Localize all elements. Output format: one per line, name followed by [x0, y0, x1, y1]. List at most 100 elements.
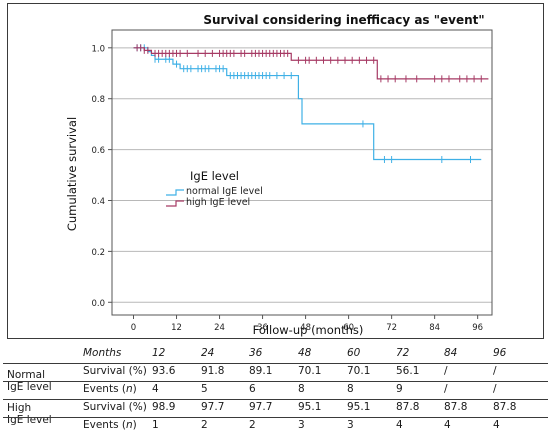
x-tick-label: 12 [171, 323, 182, 333]
table-cell: 4 [444, 419, 451, 431]
series-lines [133, 44, 489, 164]
grid-lines [112, 47, 492, 303]
table-cell: 2 [249, 419, 256, 431]
legend-item-high: high IgE level [166, 197, 250, 208]
table-cell: 95.1 [298, 401, 322, 413]
table-cell: 87.8 [444, 401, 468, 413]
table-cell: 6 [249, 383, 256, 395]
row-label: Survival (%) [83, 401, 147, 413]
row-label-text: ) [132, 383, 137, 395]
table-cell: 70.1 [298, 365, 322, 377]
chart-title: Survival considering inefficacy as "even… [203, 13, 484, 27]
x-tick-label: 36 [257, 323, 268, 333]
row-label-text: Events ( [83, 419, 126, 431]
legend: IgE level normal IgE level high IgE leve… [166, 169, 263, 208]
table-cell: 4 [152, 383, 159, 395]
survival-chart: 0.0 0.2 0.4 0.6 0.8 1.0 0 12 24 36 48 60 72 84 96 Surv… [65, 13, 493, 337]
table-cell: 2 [201, 419, 208, 431]
table-cell: 3 [347, 419, 354, 431]
table-cell: 8 [298, 383, 305, 395]
group-label-normal: Normal IgE level [7, 369, 52, 393]
table-row-high-events: Events (n) 1 2 2 3 3 4 4 4 [3, 419, 548, 436]
group-label-line: High [7, 402, 32, 414]
series-line-high [133, 47, 489, 80]
plot-area-border [111, 29, 493, 316]
legend-swatch-normal [166, 189, 184, 196]
table-rule [3, 399, 548, 400]
y-tick-label: 0.6 [91, 146, 105, 156]
y-tick-label: 0.8 [91, 95, 105, 105]
group-label-line: IgE level [7, 381, 52, 393]
x-axis-label: Follow-up (months) [253, 323, 364, 337]
table-cell: 70.1 [347, 365, 371, 377]
y-tick-label: 1.0 [91, 44, 105, 54]
table-cell: 4 [396, 419, 403, 431]
table-cell: 95.1 [347, 401, 371, 413]
x-tick-label: 72 [386, 323, 397, 333]
x-tick-label: 84 [429, 323, 440, 333]
row-label-italic: n [125, 383, 133, 395]
table-cell: / [444, 383, 448, 395]
legend-item-normal: normal IgE level [166, 186, 263, 197]
month-header: 60 [347, 347, 361, 359]
table-cell: 97.7 [249, 401, 273, 413]
table-cell: 1 [152, 419, 159, 431]
legend-title: IgE level [190, 169, 239, 183]
table-cell: 9 [396, 383, 403, 395]
group-label-line: Normal [7, 369, 45, 381]
table-rule [3, 363, 548, 364]
row-label: Events (n) [83, 383, 137, 395]
table-row-high-survival: Survival (%) 98.9 97.7 97.7 95.1 95.1 87… [3, 401, 548, 418]
table-row-normal-survival: Survival (%) 93.6 91.8 89.1 70.1 70.1 56… [3, 365, 548, 382]
row-label-text: Events ( [83, 383, 126, 395]
month-header: 96 [493, 347, 507, 359]
row-label-italic: n [125, 419, 133, 431]
table-cell: 93.6 [152, 365, 176, 377]
row-label: Survival (%) [83, 365, 147, 377]
risk-table-header-row: Months 12 24 36 48 60 72 84 96 [3, 347, 548, 364]
table-cell: 8 [347, 383, 354, 395]
table-rule [3, 417, 548, 418]
series-line-normal [133, 47, 482, 161]
table-cell: / [493, 365, 497, 377]
legend-swatch-high [166, 200, 184, 207]
y-tick-label: 0.2 [91, 248, 105, 258]
x-tick-label: 96 [472, 323, 483, 333]
table-cell: 91.8 [201, 365, 225, 377]
table-cell: 89.1 [249, 365, 273, 377]
month-header: 84 [444, 347, 458, 359]
axes: 0.0 0.2 0.4 0.6 0.8 1.0 0 12 24 36 48 60 72 84 96 [91, 44, 483, 333]
chart-frame: 0.0 0.2 0.4 0.6 0.8 1.0 0 12 24 36 48 60 72 84 96 Surv… [7, 3, 544, 339]
row-label: Events (n) [83, 419, 137, 431]
row-label-text: ) [132, 419, 137, 431]
table-cell: 56.1 [396, 365, 420, 377]
x-tick-label: 60 [343, 323, 354, 333]
month-header: 48 [298, 347, 312, 359]
table-cell: 5 [201, 383, 208, 395]
table-rule [3, 381, 548, 382]
month-header: 72 [396, 347, 410, 359]
row-label-text: Survival (%) [83, 365, 147, 377]
month-header: 36 [249, 347, 263, 359]
table-cell: 87.8 [396, 401, 420, 413]
table-cell: 87.8 [493, 401, 517, 413]
table-cell: / [493, 383, 497, 395]
table-cell: 4 [493, 419, 500, 431]
table-row-normal-events: Events (n) 4 5 6 8 8 9 / / [3, 383, 548, 400]
month-header: 12 [152, 347, 166, 359]
x-tick-label: 48 [300, 323, 311, 333]
x-tick-label: 0 [131, 323, 136, 333]
risk-table-header-label: Months [83, 347, 122, 359]
y-axis-label: Cumulative survival [65, 117, 79, 231]
table-cell: / [444, 365, 448, 377]
legend-label-high: high IgE level [186, 197, 250, 208]
row-label-text: Survival (%) [83, 401, 147, 413]
x-tick-label: 24 [214, 323, 225, 333]
month-header: 24 [201, 347, 215, 359]
y-tick-label: 0.0 [91, 299, 105, 309]
table-cell: 98.9 [152, 401, 176, 413]
y-tick-label: 0.4 [91, 197, 105, 207]
table-cell: 3 [298, 419, 305, 431]
legend-label-normal: normal IgE level [186, 186, 263, 197]
